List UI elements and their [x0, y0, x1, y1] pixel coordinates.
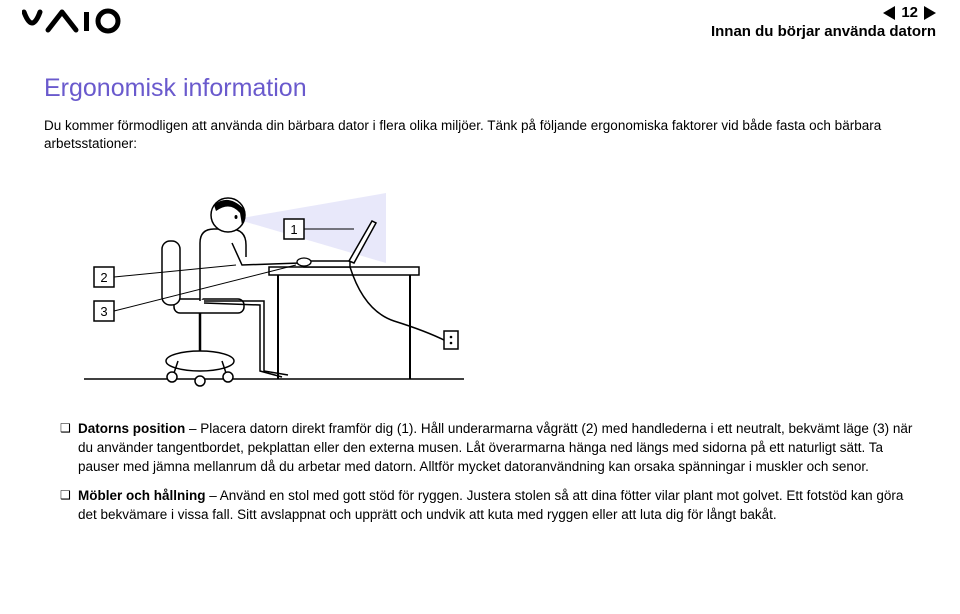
ergonomics-illustration: 1 2 3 — [54, 171, 474, 401]
vaio-logo — [22, 8, 132, 43]
page-title: Ergonomisk information — [44, 74, 916, 103]
page-header: 12 Innan du börjar använda datorn — [0, 0, 960, 50]
callout-2: 2 — [100, 270, 107, 285]
prev-page-icon[interactable] — [883, 6, 895, 20]
lead-paragraph: Du kommer förmodligen att använda din bä… — [44, 117, 916, 153]
callout-3: 3 — [100, 304, 107, 319]
page-nav-block: 12 Innan du börjar använda datorn — [711, 4, 936, 40]
breadcrumb: Innan du börjar använda datorn — [711, 23, 936, 40]
point-bold: Datorns position — [78, 421, 185, 436]
page-content: Ergonomisk information Du kommer förmodl… — [0, 50, 960, 525]
point-bold: Möbler och hållning — [78, 488, 206, 503]
next-page-icon[interactable] — [924, 6, 936, 20]
page-number: 12 — [901, 4, 918, 21]
callout-1: 1 — [290, 222, 297, 237]
point-text: – Placera datorn direkt framför dig (1).… — [78, 421, 912, 474]
list-item: Datorns position – Placera datorn direkt… — [60, 420, 916, 477]
list-item: Möbler och hållning – Använd en stol med… — [60, 487, 916, 525]
bullet-list: Datorns position – Placera datorn direkt… — [44, 420, 916, 524]
